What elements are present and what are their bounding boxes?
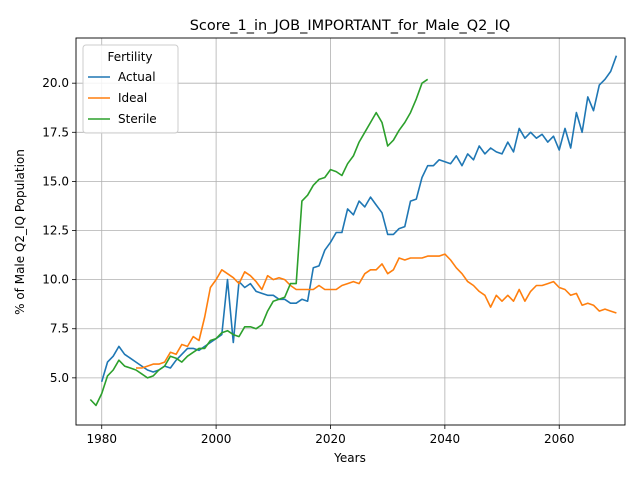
- series-line-sterile: [89, 78, 429, 407]
- y-tick-label: 12.5: [42, 224, 69, 238]
- x-tick-label: 2020: [315, 432, 346, 446]
- legend-label-sterile: Sterile: [118, 112, 157, 126]
- y-tick-label: 17.5: [42, 125, 69, 139]
- x-axis-ticks: 1980 2000 2020 2040 2060: [86, 425, 575, 446]
- x-tick-label: 2060: [544, 432, 575, 446]
- y-tick-label: 7.5: [50, 322, 69, 336]
- x-axis-label: Years: [333, 451, 366, 465]
- series-line-actual: [100, 55, 618, 383]
- y-axis-ticks: 5.0 7.5 10.0 12.5 15.0 17.5 20.0: [42, 76, 76, 385]
- legend-title: Fertility: [107, 50, 152, 64]
- x-tick-label: 2000: [201, 432, 232, 446]
- x-tick-label: 1980: [86, 432, 117, 446]
- chart-title: Score_1_in_JOB_IMPORTANT_for_Male_Q2_IQ: [190, 18, 511, 34]
- legend-label-ideal: Ideal: [118, 91, 147, 105]
- legend-entries: Actual Ideal Sterile: [88, 70, 157, 126]
- y-axis-label: % of Male Q2_IQ Population: [13, 149, 27, 315]
- y-tick-label: 20.0: [42, 76, 69, 90]
- series-lines: [89, 55, 618, 407]
- y-tick-label: 5.0: [50, 371, 69, 385]
- legend-box: [82, 44, 179, 134]
- y-tick-label: 15.0: [42, 174, 69, 188]
- y-tick-label: 10.0: [42, 273, 69, 287]
- legend: Fertility Actual Ideal Sterile: [82, 44, 179, 134]
- plot-frame: [75, 37, 626, 426]
- x-tick-label: 2040: [430, 432, 461, 446]
- series-line-ideal: [136, 253, 617, 369]
- legend-label-actual: Actual: [118, 70, 156, 84]
